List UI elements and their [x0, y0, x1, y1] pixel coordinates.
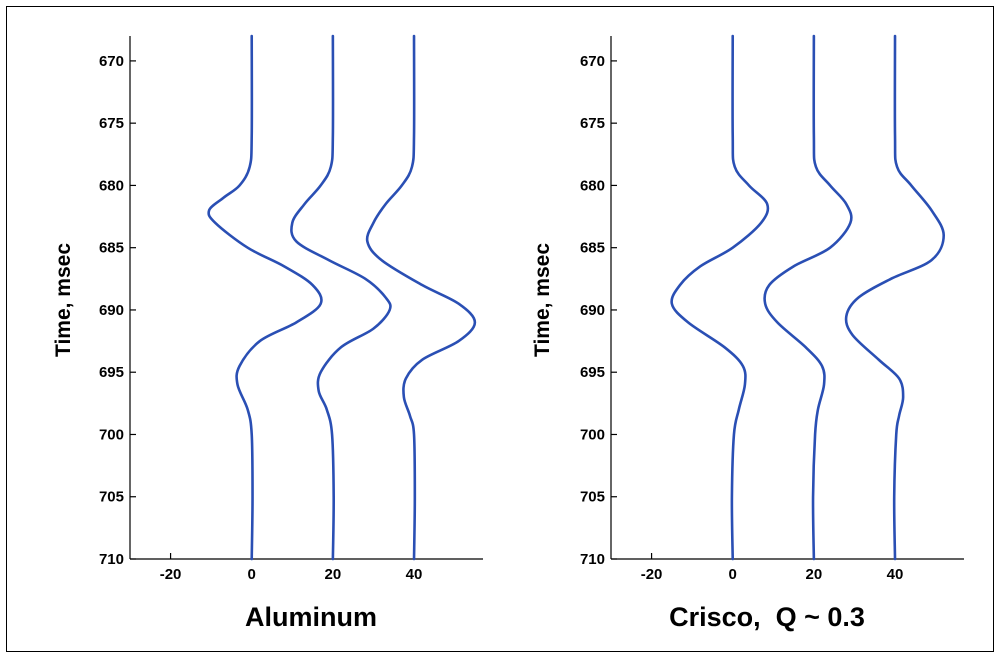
y-axis-label: Time, msec [531, 243, 554, 357]
x-tick-label: -20 [641, 566, 663, 583]
y-tick-label: 670 [99, 53, 124, 70]
y-tick-label: 685 [580, 240, 605, 257]
y-tick-label: 680 [99, 177, 124, 194]
y-tick-label: 705 [580, 489, 605, 506]
x-tick-label: 0 [248, 566, 256, 583]
y-ticks: 670 675 680 685 690 695 700 705 710 [99, 53, 136, 568]
panel-crisco: 670 675 680 685 690 695 700 705 710 -20 0 20 40 Tim… [531, 34, 964, 632]
x-ticks: -20 0 20 40 [641, 553, 904, 583]
x-tick-label: 40 [887, 566, 904, 583]
y-tick-label: 700 [580, 426, 605, 443]
y-tick-label: 690 [99, 302, 124, 319]
trace-line-20 [290, 34, 392, 561]
trace-line-0 [670, 34, 770, 561]
panel-title: Aluminum [245, 602, 377, 632]
traces [207, 34, 477, 561]
y-tick-label: 690 [580, 302, 605, 319]
x-tick-label: 0 [729, 566, 737, 583]
y-tick-label: 680 [580, 177, 605, 194]
y-tick-label: 675 [99, 115, 124, 132]
trace-line-40 [365, 34, 477, 561]
y-ticks: 670 675 680 685 690 695 700 705 710 [580, 53, 617, 568]
y-tick-label: 705 [99, 489, 124, 506]
y-axis-label: Time, msec [52, 243, 75, 357]
y-tick-label: 710 [580, 551, 605, 568]
trace-line-0 [207, 34, 323, 561]
panel-aluminum: 670 675 680 685 690 695 700 705 710 -20 0 20 40 Tim… [52, 34, 483, 632]
y-tick-label: 710 [99, 551, 124, 568]
trace-line-40 [844, 34, 946, 561]
y-tick-label: 685 [99, 240, 124, 257]
y-tick-label: 670 [580, 53, 605, 70]
y-tick-label: 695 [99, 364, 124, 381]
x-tick-label: 40 [406, 566, 423, 583]
traces [670, 34, 946, 561]
y-tick-label: 675 [580, 115, 605, 132]
x-tick-label: 20 [325, 566, 342, 583]
x-ticks: -20 0 20 40 [160, 553, 423, 583]
y-tick-label: 700 [99, 426, 124, 443]
x-tick-label: -20 [160, 566, 182, 583]
panel-title: Crisco, Q ~ 0.3 [669, 602, 865, 632]
y-tick-label: 695 [580, 364, 605, 381]
x-tick-label: 20 [806, 566, 823, 583]
trace-line-20 [763, 34, 853, 561]
figure-frame [6, 6, 994, 652]
